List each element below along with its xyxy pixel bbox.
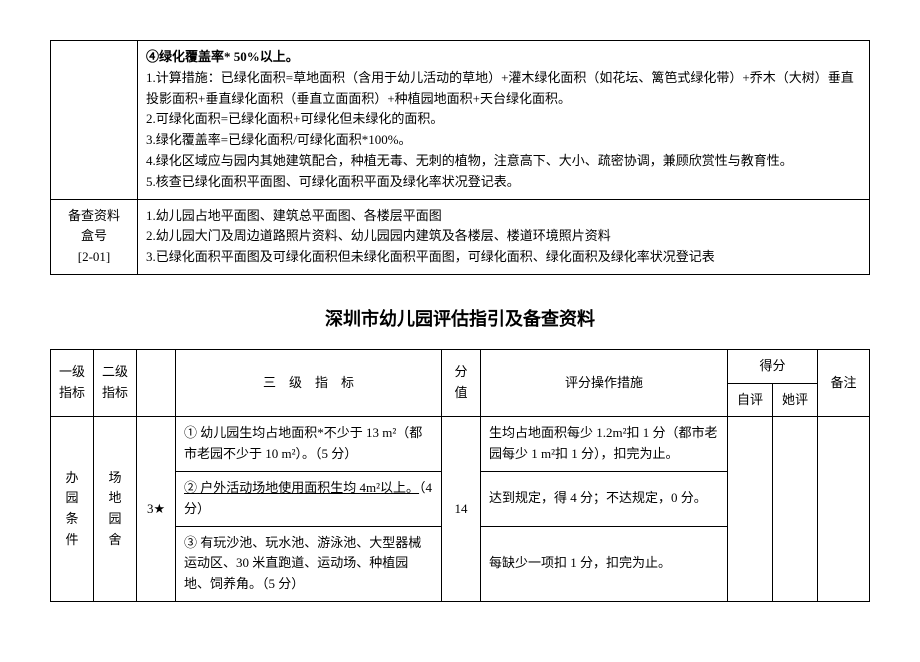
archive-label-3: [2-01] [59,247,129,268]
evaluation-table: 一级指标 二级指标 三 级 指 标 分值 评分操作措施 得分 备注 自评 她评 … [50,349,870,602]
header-remark: 备注 [818,349,870,417]
header-level2: 二级指标 [94,349,137,417]
header-level3: 三 级 指 标 [176,349,442,417]
indicator-3: ③ 有玩沙池、玩水池、游泳池、大型器械运动区、30 米直跑道、运动场、种植园地、… [176,526,442,601]
archive-label-1: 备查资料 [59,206,129,227]
remark-cell [818,417,870,602]
greening-line-1: 1.计算措施：已绿化面积=草地面积（含用于幼儿活动的草地）+灌木绿化面积（如花坛… [146,68,861,110]
header-self: 自评 [728,383,773,417]
body-level2: 场 地 园 舍 [94,417,137,602]
archive-label-2: 盒号 [59,226,129,247]
indicator-1: ① 幼儿园生均占地面积*不少于 13 m²（都市老园不少于 10 m²）。（5 … [176,417,442,472]
greening-line-5: 5.核查已绿化面积平面图、可绿化面积平面及绿化率状况登记表。 [146,172,861,193]
section-title: 深圳市幼儿园评估指引及备查资料 [50,305,870,334]
archive-line-3: 3.已绿化面积平面图及可绿化面积但未绿化面积平面图，可绿化面积、绿化面积及绿化率… [146,247,861,268]
header-operation: 评分操作措施 [481,349,728,417]
archive-label-cell: 备查资料 盒号 [2-01] [51,199,138,274]
greening-header: ④绿化覆盖率* 50%以上。 [146,47,861,68]
self-score-cell [728,417,773,602]
header-score-group: 得分 [728,349,818,383]
greening-line-4: 4.绿化区域应与园内其她建筑配合，种植无毒、无刺的植物，注意高下、大小、疏密协调… [146,151,861,172]
header-score: 分值 [442,349,481,417]
greening-line-2: 2.可绿化面积=已绿化面积+可绿化但未绿化的面积。 [146,109,861,130]
indicator-2-underlined: ② 户外活动场地使用面积生均 4m²以上。 [184,480,419,495]
body-level1: 办 园 条 件 [51,417,94,602]
operation-3: 每缺少一项扣 1 分，扣完为止。 [481,526,728,601]
archive-line-1: 1.幼儿园占地平面图、建筑总平面图、各楼层平面图 [146,206,861,227]
header-star-empty [137,349,176,417]
operation-1: 生均占地面积每少 1.2m²扣 1 分（都市老园每少 1 m²扣 1 分），扣完… [481,417,728,472]
greening-cell: ④绿化覆盖率* 50%以上。 1.计算措施：已绿化面积=草地面积（含用于幼儿活动… [138,41,870,200]
header-other: 她评 [773,383,818,417]
operation-2: 达到规定，得 4 分；不达规定，0 分。 [481,471,728,526]
upper-table: ④绿化覆盖率* 50%以上。 1.计算措施：已绿化面积=草地面积（含用于幼儿活动… [50,40,870,275]
archive-line-2: 2.幼儿园大门及周边道路照片资料、幼儿园园内建筑及各楼层、楼道环境照片资料 [146,226,861,247]
indicator-2: ② 户外活动场地使用面积生均 4m²以上。（4 分） [176,471,442,526]
other-score-cell [773,417,818,602]
greening-line-3: 3.绿化覆盖率=已绿化面积/可绿化面积*100%。 [146,130,861,151]
body-star: 3★ [137,417,176,602]
body-score: 14 [442,417,481,602]
header-level1: 一级指标 [51,349,94,417]
empty-left-cell [51,41,138,200]
archive-content-cell: 1.幼儿园占地平面图、建筑总平面图、各楼层平面图 2.幼儿园大门及周边道路照片资… [138,199,870,274]
